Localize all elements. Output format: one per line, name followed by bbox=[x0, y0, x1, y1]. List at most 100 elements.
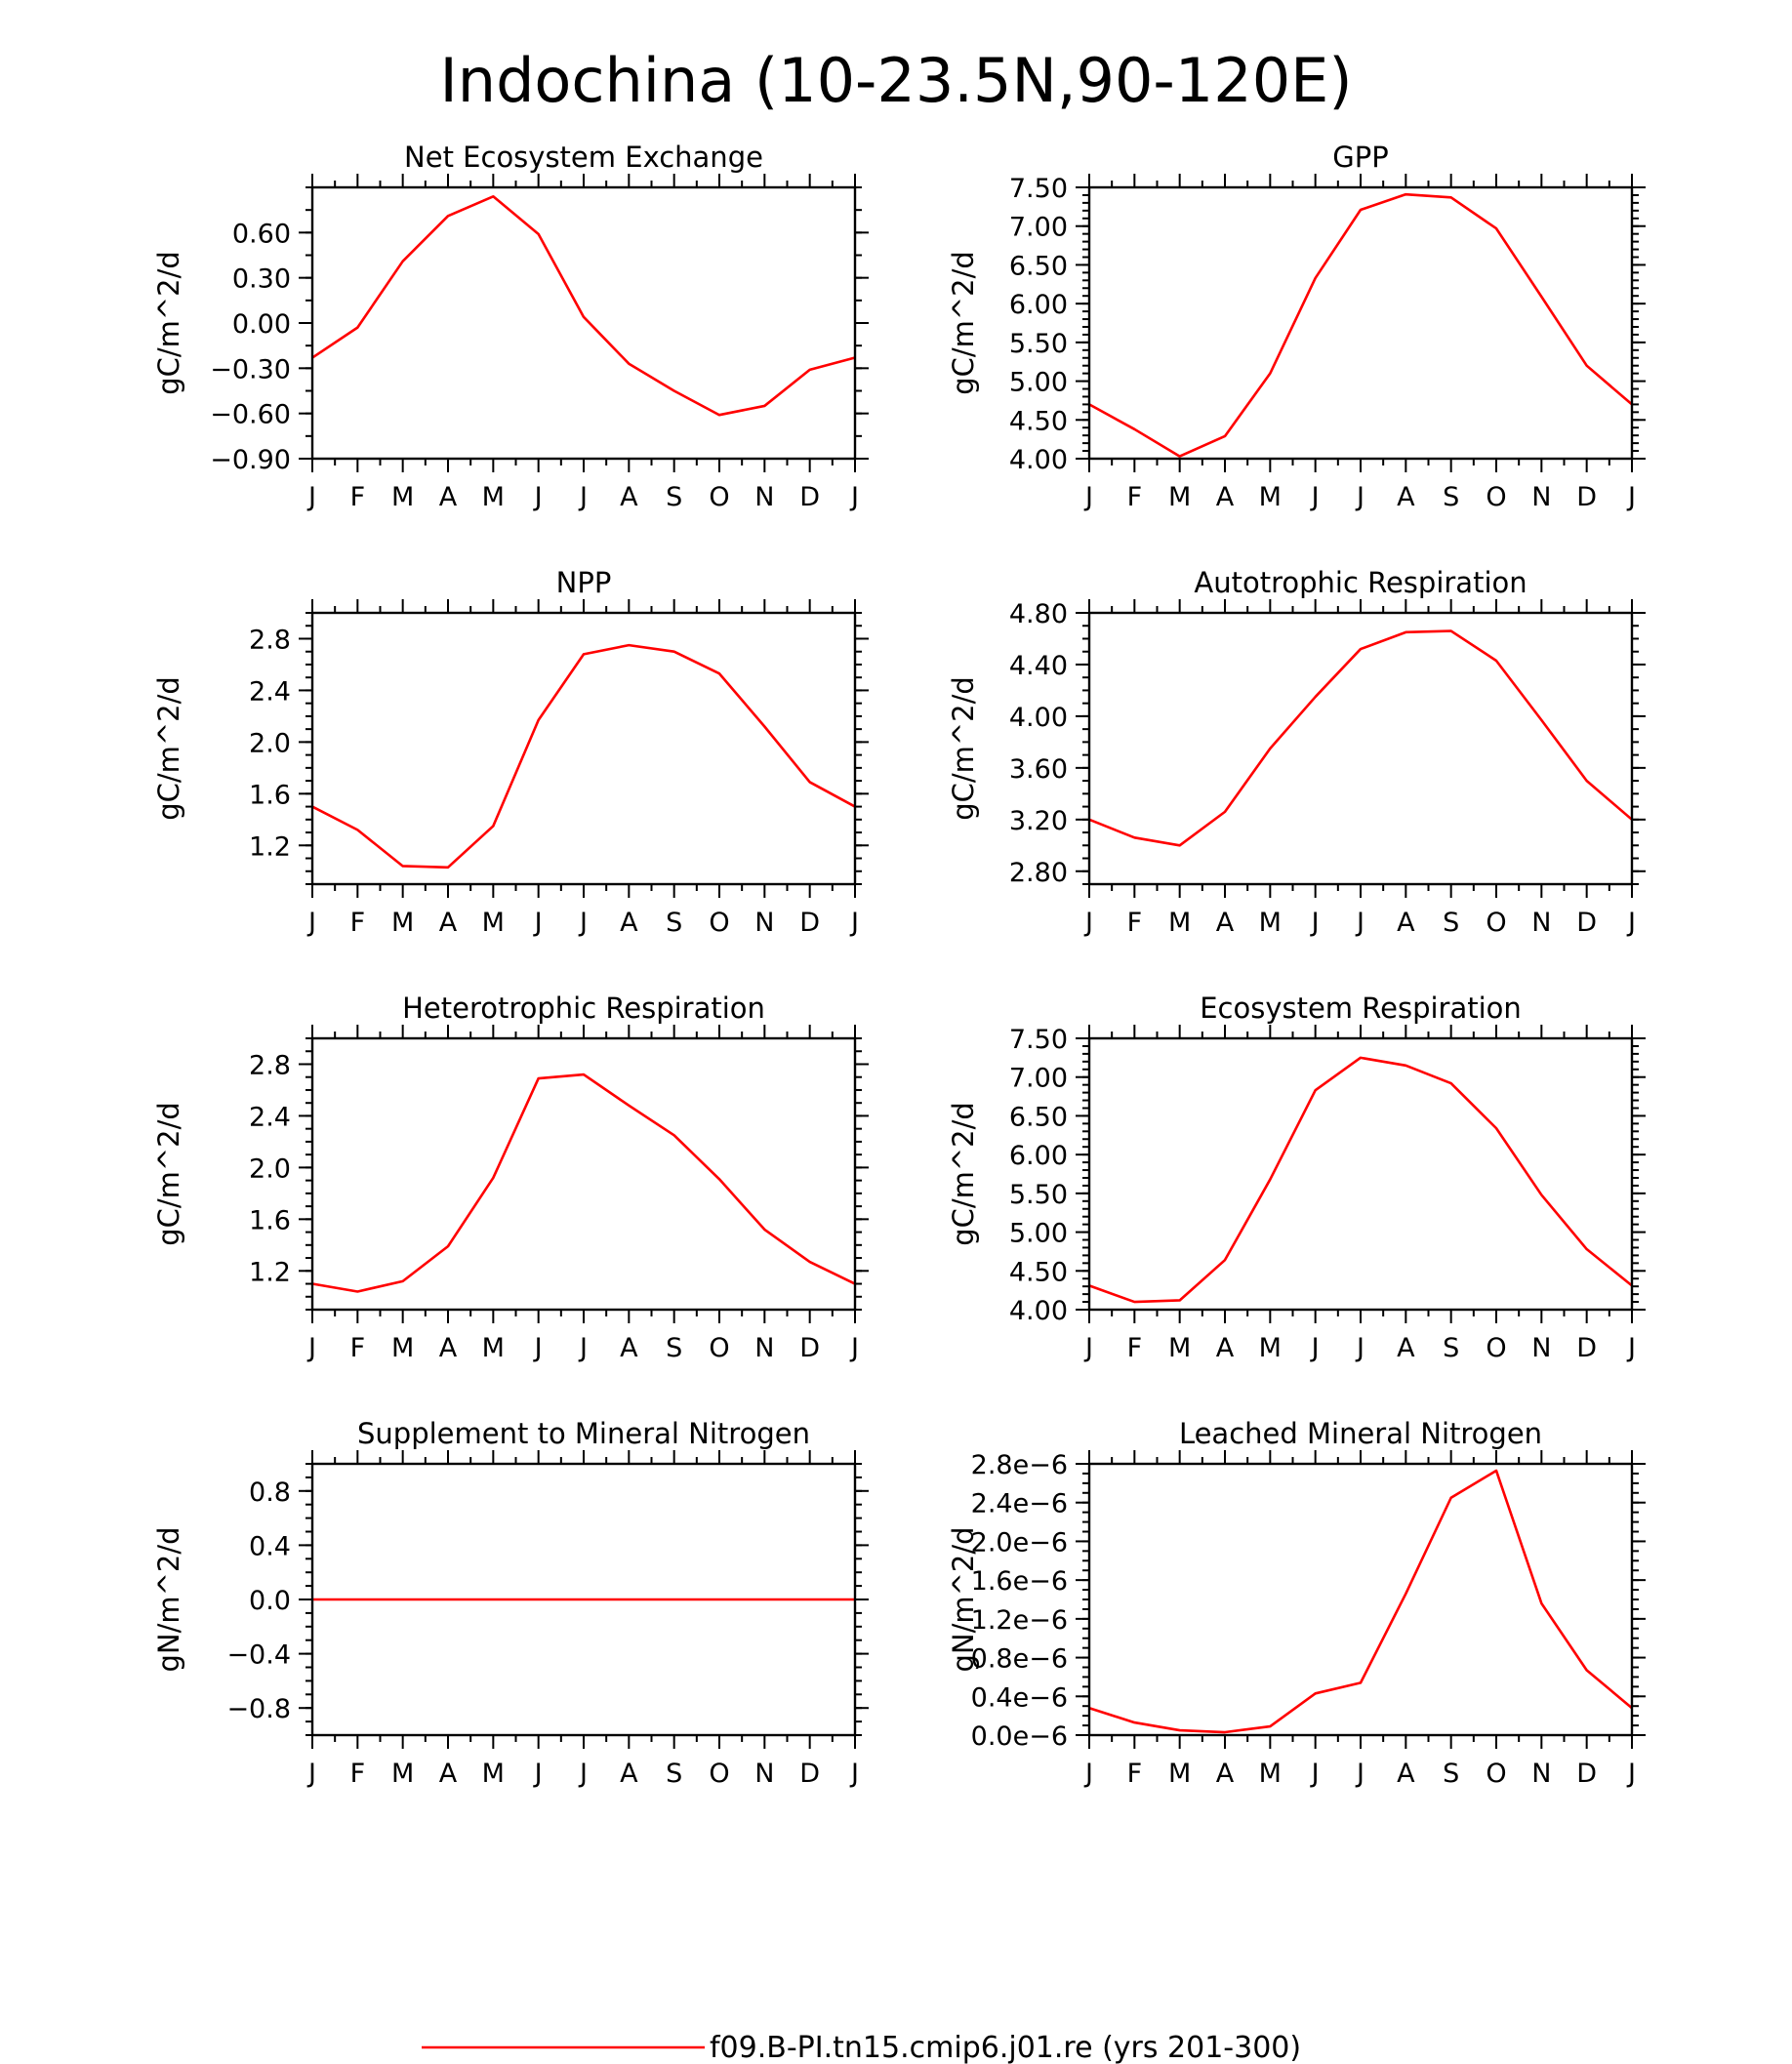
x-tick-label: M bbox=[391, 1333, 414, 1363]
x-tick-label: N bbox=[754, 908, 774, 938]
x-tick-label: J bbox=[578, 1333, 588, 1363]
x-tick-label: F bbox=[1127, 908, 1143, 938]
x-tick-label: D bbox=[799, 1333, 820, 1363]
y-tick-label: 4.00 bbox=[1009, 445, 1068, 475]
x-tick-label: N bbox=[754, 482, 774, 512]
plot-frame bbox=[1087, 1462, 1634, 1737]
y-axis-label: gN/m^2/d bbox=[947, 1526, 980, 1672]
x-tick-label: O bbox=[1486, 1333, 1506, 1363]
legend-label: f09.B-PI.tn15.cmip6.j01.re (yrs 201-300) bbox=[710, 2031, 1301, 2064]
y-tick-label: 2.0e−6 bbox=[971, 1527, 1068, 1558]
x-tick-label: J bbox=[1355, 482, 1364, 512]
y-tick-label: 0.0e−6 bbox=[971, 1721, 1068, 1752]
x-tick-label: D bbox=[1576, 908, 1597, 938]
x-tick-label: J bbox=[533, 482, 543, 512]
x-tick-label: M bbox=[482, 1759, 505, 1789]
x-tick-label: M bbox=[482, 1333, 505, 1363]
x-tick-label: A bbox=[1397, 908, 1415, 938]
x-tick-label: N bbox=[1531, 1759, 1551, 1789]
x-tick-label: O bbox=[709, 1333, 729, 1363]
plot-frame bbox=[310, 185, 857, 461]
series-line bbox=[1088, 1469, 1633, 1734]
y-tick-label: −0.90 bbox=[210, 445, 291, 475]
x-tick-label: M bbox=[1259, 1333, 1282, 1363]
x-tick-label: M bbox=[391, 1759, 414, 1789]
x-tick-label: S bbox=[1443, 1333, 1459, 1363]
figure-title: Indochina (10-23.5N,90-120E) bbox=[439, 45, 1352, 116]
y-tick-label: 7.00 bbox=[1009, 1064, 1068, 1094]
y-tick-label: 0.8 bbox=[249, 1477, 291, 1508]
x-tick-label: M bbox=[1168, 1333, 1191, 1363]
y-tick-label: 0.4e−6 bbox=[971, 1682, 1068, 1713]
y-tick-label: 1.2e−6 bbox=[971, 1605, 1068, 1636]
x-tick-label: J bbox=[1310, 1333, 1320, 1363]
series-line bbox=[311, 1072, 856, 1293]
x-tick-label: J bbox=[533, 908, 543, 938]
x-tick-label: J bbox=[1310, 908, 1320, 938]
y-tick-label: 6.00 bbox=[1009, 1141, 1068, 1171]
x-tick-label: M bbox=[1259, 908, 1282, 938]
x-tick-label: J bbox=[1355, 1759, 1364, 1789]
x-tick-label: A bbox=[1216, 1759, 1235, 1789]
x-tick-label: S bbox=[666, 908, 682, 938]
x-tick-label: J bbox=[1626, 482, 1636, 512]
x-tick-label: A bbox=[620, 482, 638, 512]
x-tick-label: J bbox=[306, 908, 316, 938]
plot-frame bbox=[1087, 611, 1634, 886]
x-tick-label: J bbox=[578, 1759, 588, 1789]
x-tick-label: D bbox=[1576, 1333, 1597, 1363]
y-tick-label: 1.6e−6 bbox=[971, 1566, 1068, 1597]
y-tick-label: 1.2 bbox=[249, 831, 291, 862]
y-tick-label: 4.40 bbox=[1009, 651, 1068, 681]
x-tick-label: A bbox=[620, 1333, 638, 1363]
x-tick-label: A bbox=[1397, 482, 1415, 512]
series-line bbox=[1088, 629, 1633, 847]
x-tick-label: J bbox=[1083, 1759, 1093, 1789]
y-tick-label: 5.00 bbox=[1009, 1219, 1068, 1249]
x-tick-label: F bbox=[350, 908, 366, 938]
x-tick-label: A bbox=[620, 1759, 638, 1789]
x-tick-label: J bbox=[1083, 482, 1093, 512]
y-tick-label: 4.50 bbox=[1009, 1257, 1068, 1287]
x-tick-label: M bbox=[1168, 1759, 1191, 1789]
series-line bbox=[311, 643, 856, 870]
axis-ticks bbox=[299, 1025, 869, 1323]
x-tick-label: O bbox=[1486, 482, 1506, 512]
x-tick-label: A bbox=[1216, 1333, 1235, 1363]
x-tick-label: J bbox=[578, 908, 588, 938]
y-tick-label: 3.20 bbox=[1009, 806, 1068, 836]
y-tick-label: 3.60 bbox=[1009, 754, 1068, 785]
x-tick-label: A bbox=[439, 1759, 458, 1789]
y-tick-label: 5.50 bbox=[1009, 1180, 1068, 1210]
x-tick-label: M bbox=[391, 482, 414, 512]
y-axis-label: gC/m^2/d bbox=[152, 1102, 185, 1246]
y-tick-label: 6.50 bbox=[1009, 251, 1068, 281]
y-tick-label: 1.6 bbox=[249, 1205, 291, 1235]
x-tick-label: J bbox=[1083, 1333, 1093, 1363]
x-tick-label: N bbox=[754, 1759, 774, 1789]
x-tick-label: J bbox=[578, 482, 588, 512]
plot-frame bbox=[1087, 185, 1634, 461]
y-tick-label: 2.0 bbox=[249, 1153, 291, 1184]
x-tick-label: F bbox=[1127, 1759, 1143, 1789]
y-tick-label: 2.0 bbox=[249, 728, 291, 758]
x-tick-label: J bbox=[849, 1759, 859, 1789]
y-tick-label: 2.4e−6 bbox=[971, 1489, 1068, 1519]
x-tick-label: N bbox=[1531, 482, 1551, 512]
y-tick-label: 7.50 bbox=[1009, 174, 1068, 204]
x-tick-label: A bbox=[620, 908, 638, 938]
plot-frame bbox=[310, 1036, 857, 1312]
plot-frame bbox=[310, 1462, 857, 1737]
x-tick-label: N bbox=[1531, 908, 1551, 938]
series-line bbox=[1088, 192, 1633, 458]
y-tick-label: 0.0 bbox=[249, 1586, 291, 1616]
x-tick-label: J bbox=[306, 482, 316, 512]
panel-title: NPP bbox=[556, 566, 612, 599]
x-tick-label: J bbox=[306, 1759, 316, 1789]
x-tick-label: M bbox=[1168, 482, 1191, 512]
y-tick-label: −0.8 bbox=[226, 1694, 291, 1724]
